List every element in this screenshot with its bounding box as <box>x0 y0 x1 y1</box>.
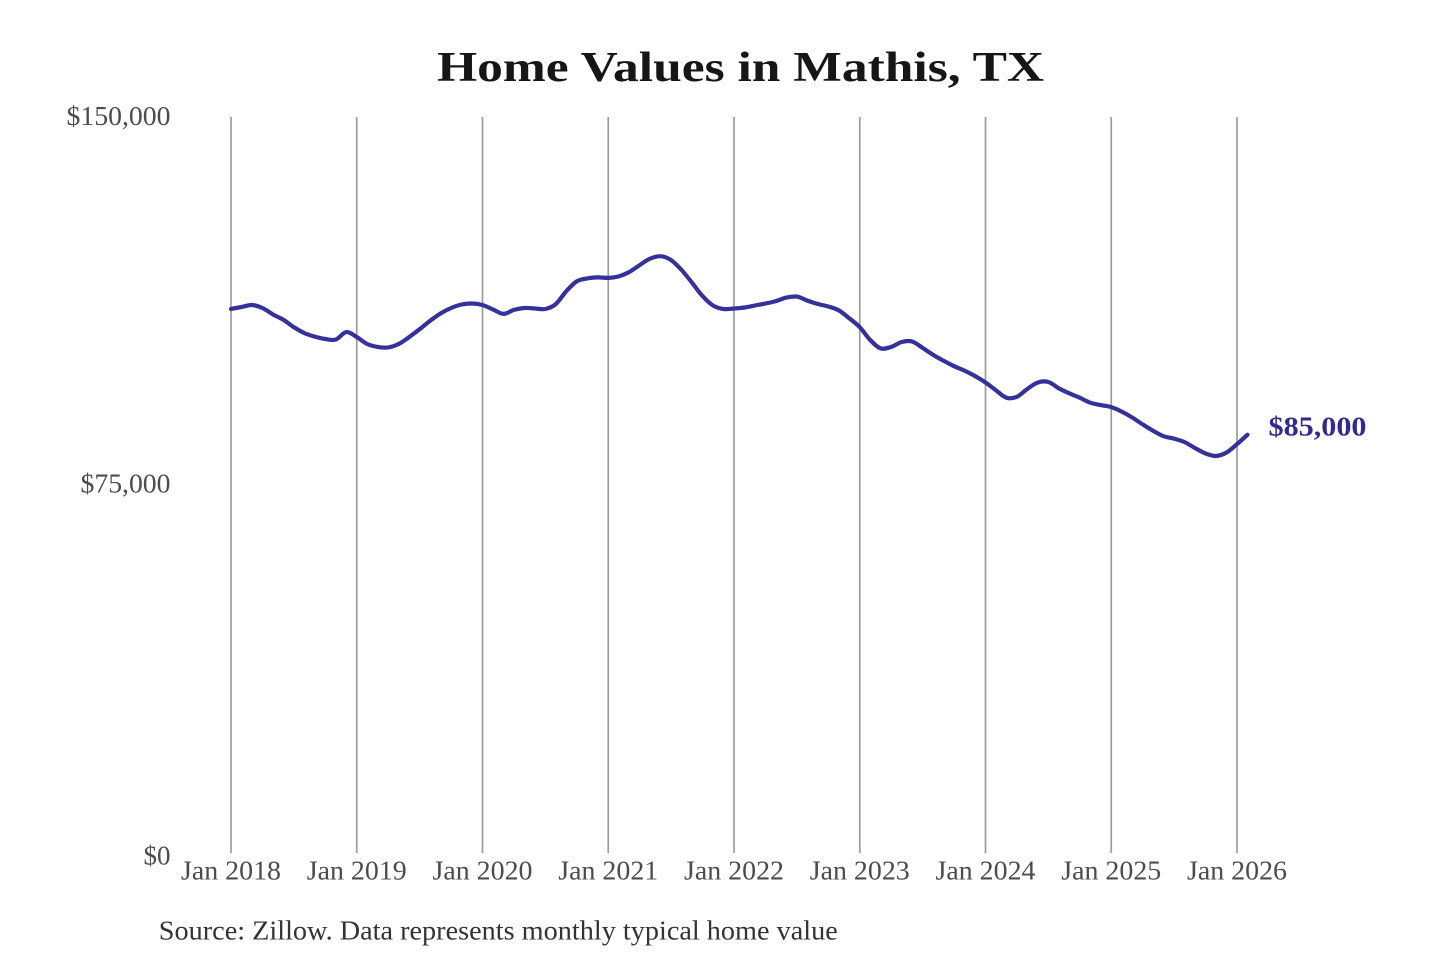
svg-text:Jan 2025: Jan 2025 <box>1061 856 1161 886</box>
svg-text:$150,000: $150,000 <box>67 101 171 131</box>
svg-text:$75,000: $75,000 <box>81 469 171 499</box>
svg-text:Jan 2018: Jan 2018 <box>181 856 281 886</box>
svg-text:Jan 2019: Jan 2019 <box>307 856 407 886</box>
svg-text:Jan 2021: Jan 2021 <box>558 856 658 886</box>
svg-text:$0: $0 <box>144 840 171 870</box>
svg-text:Source: Zillow. Data represent: Source: Zillow. Data represents monthly … <box>159 915 838 945</box>
svg-text:Jan 2023: Jan 2023 <box>810 856 910 886</box>
svg-text:$85,000: $85,000 <box>1269 411 1367 441</box>
svg-text:Home Values in Mathis, TX: Home Values in Mathis, TX <box>437 45 1044 91</box>
svg-text:Jan 2022: Jan 2022 <box>684 856 784 886</box>
svg-text:Jan 2024: Jan 2024 <box>936 856 1037 886</box>
svg-text:Jan 2020: Jan 2020 <box>433 856 533 886</box>
svg-text:Jan 2026: Jan 2026 <box>1187 856 1287 886</box>
